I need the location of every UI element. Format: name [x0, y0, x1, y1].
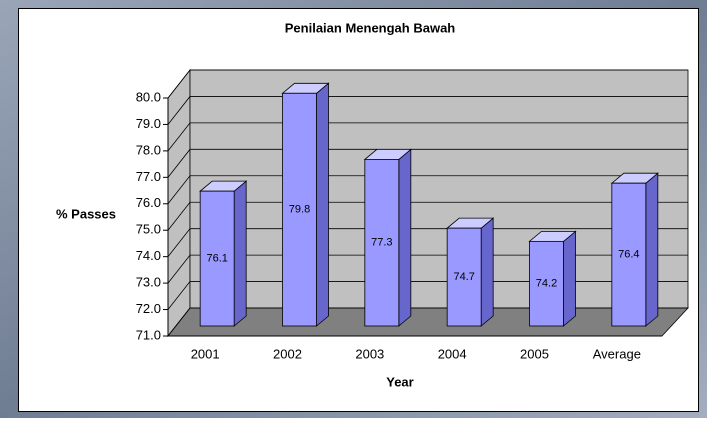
bar	[611, 182, 647, 327]
value-label: 76.1	[206, 252, 227, 264]
grid-line	[167, 96, 688, 125]
x-tick-label: 2003	[355, 346, 384, 361]
bar	[364, 158, 400, 327]
y-tick-label: 74.0	[136, 248, 161, 263]
x-tick-label: Average	[593, 346, 641, 361]
bar	[199, 190, 235, 327]
y-tick-label: 76.0	[136, 195, 161, 210]
y-tick-label: 79.0	[136, 116, 161, 131]
grid-line	[167, 307, 688, 337]
grid-line	[167, 201, 688, 231]
bar-side	[316, 82, 329, 327]
bar	[529, 240, 564, 327]
value-label: 79.8	[289, 204, 310, 216]
y-tick-label: 77.0	[136, 169, 161, 184]
x-tick-label: 2005	[520, 346, 549, 361]
y-tick-label: 72.0	[136, 301, 161, 316]
chart-title: Penilaian Menengah Bawah	[285, 20, 456, 35]
y-tick-label: 71.0	[136, 327, 161, 342]
grid-line	[167, 148, 688, 178]
grid-line	[167, 281, 688, 310]
y-tick-label: 73.0	[136, 275, 161, 290]
y-tick-label: 80.0	[136, 89, 161, 104]
grid-line	[167, 122, 688, 152]
x-axis-label: Year	[386, 374, 413, 389]
bar-side	[480, 217, 494, 327]
value-label: 74.2	[536, 278, 557, 290]
grid-line	[167, 175, 688, 205]
x-tick-label: 2004	[438, 346, 467, 361]
bar-side	[233, 180, 247, 327]
value-label: 74.7	[453, 271, 474, 283]
bar	[282, 92, 317, 327]
grid-line	[167, 254, 688, 284]
y-tick-label: 75.0	[136, 222, 161, 237]
value-label: 77.3	[371, 237, 392, 249]
bar-side	[563, 230, 576, 327]
y-axis-label: % Passes	[56, 206, 116, 221]
bar-side	[398, 148, 412, 327]
x-tick-label: 2002	[273, 346, 302, 361]
bar-side	[645, 172, 659, 327]
value-label: 76.4	[618, 249, 639, 261]
x-tick-label: 2001	[191, 346, 220, 361]
y-tick-label: 78.0	[136, 142, 161, 157]
bar	[446, 227, 482, 327]
grid-line	[167, 69, 688, 99]
grid-line	[167, 228, 688, 257]
